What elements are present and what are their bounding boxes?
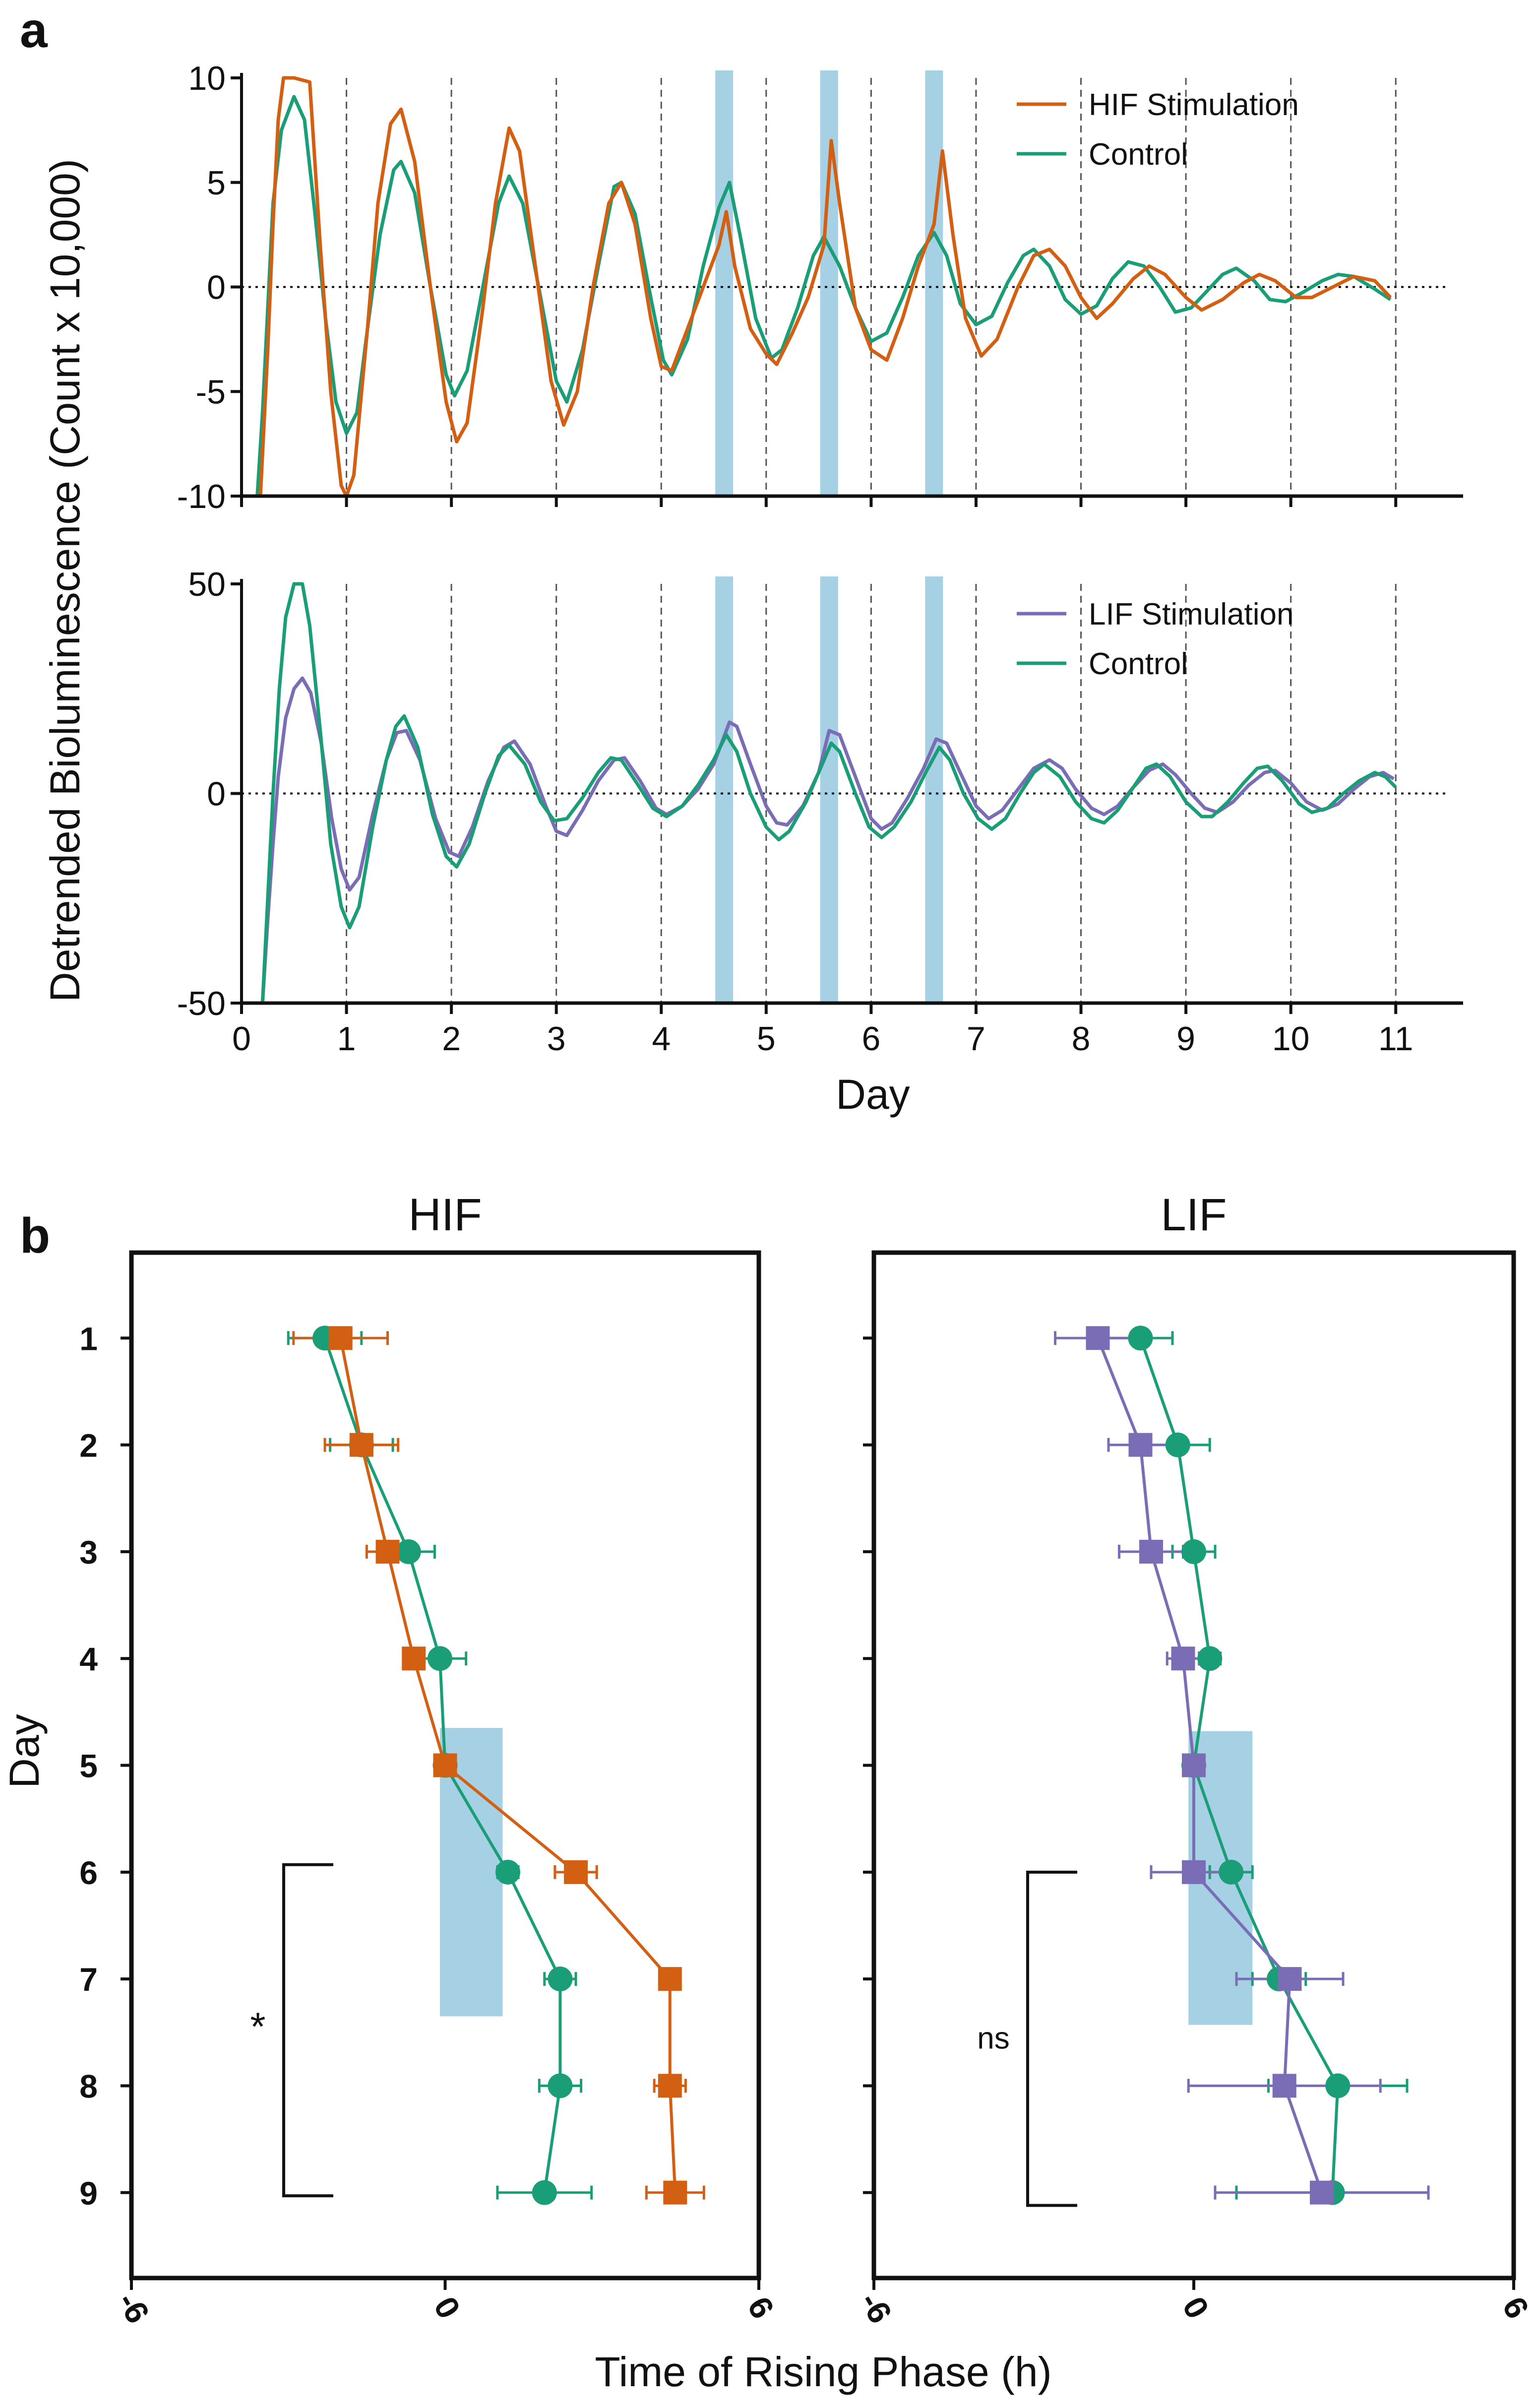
- chart-b-hif-y-tick-label: 8: [79, 2068, 98, 2104]
- chart-b-hif-series-line-0: [339, 1337, 677, 2193]
- chart-b-lif-data-point-square: [1086, 1326, 1110, 1350]
- panel-label-a: a: [20, 2, 48, 58]
- chart-b-hif-data-point-square: [349, 1433, 373, 1457]
- chart-b-hif-y-tick-label: 2: [79, 1427, 98, 1464]
- chart-a-bottom-x-tick-label: 8: [1072, 1020, 1091, 1058]
- chart-b-hif-data-point-circle: [495, 1859, 520, 1885]
- chart-a-top-y-tick-label: 0: [207, 269, 226, 307]
- chart-b-lif-data-point-square: [1310, 2180, 1334, 2205]
- chart-b-hif-significance-label: *: [250, 2004, 265, 2048]
- chart-a-top-legend-label-1: Control: [1089, 137, 1188, 172]
- chart-a-top-legend-label-0: HIF Stimulation: [1089, 88, 1299, 122]
- chart-b-lif-data-point-circle: [1181, 1539, 1206, 1564]
- chart-b-lif-significance-label: ns: [977, 2022, 1009, 2056]
- chart-a-bottom-stimulation-bar: [820, 576, 838, 1003]
- chart-b-lif-data-point-square: [1272, 2074, 1296, 2098]
- chart-a-bottom-x-tick-label: 10: [1272, 1020, 1310, 1058]
- chart-b-lif-data-point-circle: [1219, 1859, 1244, 1885]
- chart-a-bottom-legend-label-1: Control: [1089, 647, 1188, 681]
- chart-b-hif-x-tick-label: 6: [740, 2290, 781, 2325]
- chart-b-lif-data-point-square: [1278, 1967, 1302, 1991]
- chart-b-hif-data-point-square: [658, 2074, 682, 2098]
- chart-a-top-stimulation-bar: [715, 70, 734, 496]
- chart-b-hif-data-point-square: [328, 1326, 353, 1350]
- chart-a-bottom-y-tick-label: 50: [188, 566, 226, 603]
- chart-a-top-y-tick-label: -10: [177, 478, 226, 515]
- chart-b-lif-x-tick-label: 6: [1495, 2290, 1536, 2325]
- chart-b-hif-data-point-square: [663, 2180, 687, 2205]
- chart-a-bottom-x-tick-label: 2: [442, 1020, 461, 1058]
- chart-b-hif-y-tick-label: 7: [79, 1961, 98, 1998]
- panel-a-y-axis-label: Detrended Bioluminescence (Count x 10,00…: [42, 159, 88, 1002]
- panel-b-x-axis-label: Time of Rising Phase (h): [595, 2348, 1051, 2395]
- chart-b-hif-data-point-circle: [532, 2180, 557, 2205]
- chart-a-top-stimulation-bar: [820, 70, 838, 496]
- chart-b-hif-significance-bracket: [282, 1863, 333, 2198]
- chart-a-bottom-stimulation-bar: [925, 576, 943, 1003]
- chart-b-hif-y-tick-label: 9: [79, 2175, 98, 2212]
- chart-a-top-y-tick-label: -5: [196, 373, 226, 411]
- chart-a-bottom-x-tick-label: 1: [337, 1020, 356, 1058]
- chart-b-hif-y-tick-label: 4: [79, 1641, 98, 1677]
- panel-b-hif-chart: HIF 1 2 3 4 5 6 7 8 9 -6 0 6 *: [79, 1190, 781, 2329]
- chart-a-bottom-x-tick-label: 0: [232, 1020, 251, 1058]
- chart-b-lif-significance-bracket: [1026, 1870, 1077, 2207]
- chart-b-hif-x-tick-label: -6: [111, 2286, 157, 2330]
- chart-b-hif-data-point-square: [433, 1753, 457, 1777]
- chart-b-lif-x-tick-label: 0: [1175, 2290, 1216, 2325]
- chart-b-hif-data-point-circle: [396, 1539, 421, 1564]
- chart-b-lif-x-tick-label: -6: [853, 2286, 899, 2330]
- chart-b-hif-y-tick-label: 1: [79, 1320, 98, 1357]
- chart-b-hif-data-point-circle: [548, 2073, 573, 2098]
- chart-b-hif-data-point-circle: [427, 1646, 452, 1671]
- chart-a-top-series-line-1: [255, 95, 1392, 497]
- chart-a-top-stimulation-bar: [925, 70, 943, 496]
- chart-b-hif-data-point-circle: [548, 1966, 573, 1992]
- chart-a-bottom-y-tick-label: -50: [177, 985, 226, 1022]
- chart-a-bottom-y-tick-label: 0: [207, 775, 226, 813]
- panel-b-y-axis-label: Day: [1, 1714, 48, 1788]
- chart-a-top-series-line-0: [258, 76, 1392, 498]
- chart-b-hif-x-tick-label: 0: [427, 2290, 468, 2325]
- chart-a-bottom-x-tick-label: 11: [1378, 1020, 1414, 1058]
- chart-b-lif-data-point-circle: [1197, 1646, 1223, 1671]
- chart-a-bottom-x-tick-label: 6: [861, 1020, 880, 1058]
- panel-label-b: b: [20, 1208, 50, 1264]
- chart-a-bottom-x-tick-label: 3: [547, 1020, 566, 1058]
- chart-b-hif-y-tick-label: 5: [79, 1748, 98, 1784]
- chart-b-hif-title: HIF: [408, 1190, 482, 1240]
- chart-b-lif-title: LIF: [1161, 1190, 1227, 1240]
- chart-b-hif-y-tick-label: 3: [79, 1534, 98, 1571]
- chart-a-bottom-stimulation-bar: [715, 576, 734, 1003]
- chart-b-lif-data-point-square: [1182, 1753, 1206, 1777]
- chart-a-bottom-x-tick-label: 5: [757, 1020, 776, 1058]
- panel-b-lif-chart: LIF -6 0 6 ns: [853, 1190, 1537, 2329]
- chart-b-lif-data-point-square: [1128, 1433, 1153, 1457]
- chart-b-lif-data-point-square: [1171, 1647, 1195, 1671]
- chart-a-bottom-x-tick-label: 4: [652, 1020, 671, 1058]
- chart-b-lif-data-point-square: [1139, 1539, 1163, 1564]
- panel-a-top-chart: -10 -5 0 5 10 HIF Stimulation Control: [177, 60, 1463, 515]
- chart-b-hif-data-point-square: [564, 1860, 588, 1884]
- chart-b-lif-data-point-circle: [1165, 1432, 1190, 1457]
- chart-a-top-y-tick-label: 5: [207, 164, 226, 202]
- chart-a-bottom-legend-label-0: LIF Stimulation: [1089, 597, 1294, 632]
- panel-a-x-axis-label: Day: [836, 1071, 910, 1118]
- chart-a-bottom-x-tick-label: 7: [967, 1020, 985, 1058]
- chart-b-hif-data-point-square: [375, 1539, 400, 1564]
- chart-a-bottom-series-line-1: [260, 582, 1397, 1004]
- chart-b-hif-y-tick-label: 6: [79, 1854, 98, 1891]
- chart-a-top-y-tick-label: 10: [188, 60, 226, 97]
- chart-b-lif-data-point-square: [1182, 1860, 1206, 1884]
- chart-b-hif-data-point-square: [402, 1647, 426, 1671]
- chart-a-bottom-x-tick-label: 9: [1176, 1020, 1195, 1058]
- chart-b-lif-data-point-circle: [1128, 1326, 1153, 1351]
- chart-b-lif-data-point-circle: [1325, 2073, 1351, 2098]
- chart-b-hif-data-point-square: [658, 1967, 682, 1991]
